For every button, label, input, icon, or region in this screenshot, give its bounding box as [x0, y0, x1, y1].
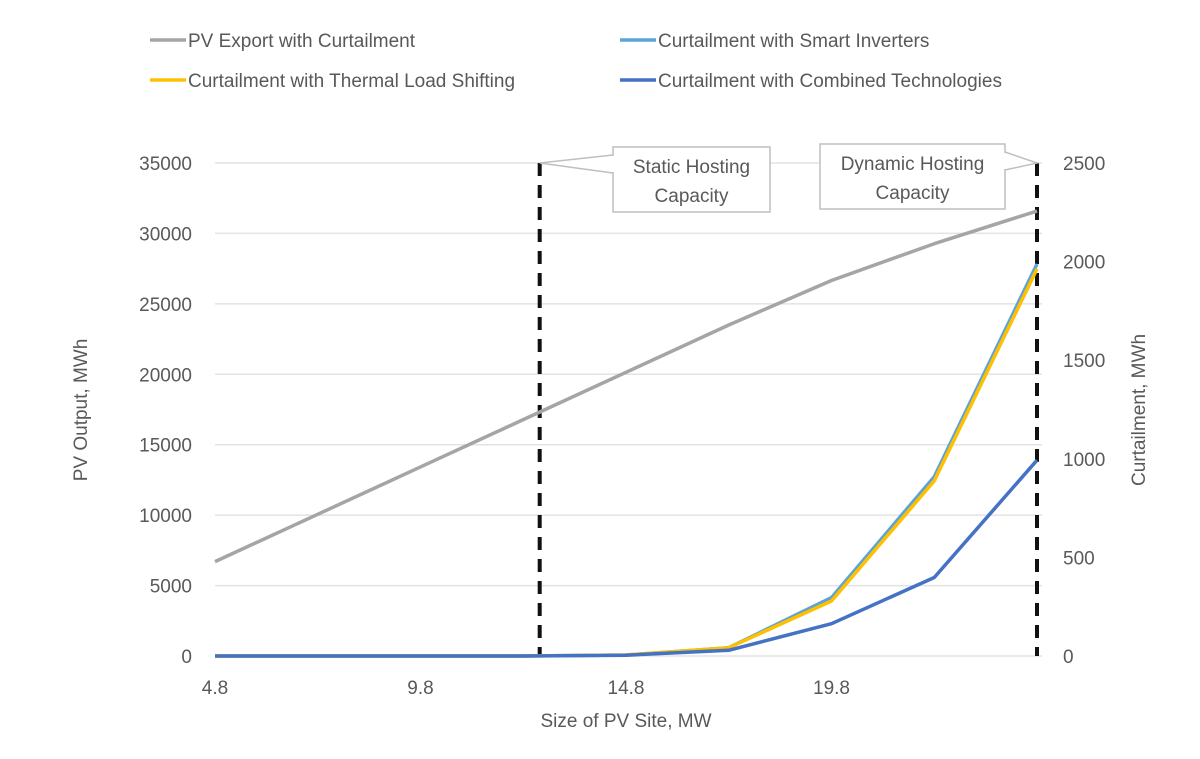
legend-label: PV Export with Curtailment [188, 31, 416, 52]
callout-label: Static Hosting [633, 157, 750, 178]
x-tick-label: 4.8 [202, 678, 228, 699]
y-tick-label: 25000 [139, 295, 192, 316]
y2-tick-label: 1500 [1063, 351, 1105, 372]
legend-label: Curtailment with Combined Technologies [658, 71, 1002, 92]
annotations: Static Hosting Capacity Dynamic Hosting Cap… [537, 143, 1040, 656]
y2-tick-label: 0 [1063, 647, 1074, 668]
y-tick-label: 5000 [150, 577, 192, 598]
callout-label: Capacity [876, 183, 950, 204]
y-tick-label: 35000 [139, 154, 192, 175]
callout-pointer [539, 154, 614, 174]
y-tick-label: 10000 [139, 506, 192, 527]
x-axis-ticks: 4.8 9.8 14.8 19.8 [202, 678, 850, 699]
series-line-1 [214, 209, 1038, 564]
x-tick-label: 9.8 [407, 678, 433, 699]
callout-box [612, 146, 771, 213]
legend: PV Export with Curtailment Curtailment wi… [150, 31, 1002, 92]
x-tick-label: 19.8 [813, 678, 850, 699]
y2-tick-label: 500 [1063, 548, 1095, 569]
callout-label: Dynamic Hosting [841, 154, 985, 175]
y-tick-label: 30000 [139, 224, 192, 245]
gridlines [215, 162, 1042, 657]
legend-label: Curtailment with Smart Inverters [658, 31, 929, 52]
y2-tick-label: 1000 [1063, 450, 1105, 471]
x-tick-label: 14.8 [608, 678, 645, 699]
series-line-2 [215, 263, 1039, 658]
left-axis-title: PV Output, MWh [71, 339, 92, 482]
series-lines [214, 209, 1039, 658]
right-axis-ticks: 0 500 1000 1500 2000 2500 [1063, 154, 1105, 668]
y2-tick-label: 2500 [1063, 154, 1105, 175]
legend-label: Curtailment with Thermal Load Shifting [188, 71, 515, 92]
series-line-3 [215, 268, 1039, 658]
left-axis-ticks: 0 5000 10000 15000 20000 25000 30000 35000 [139, 154, 192, 668]
y2-tick-label: 2000 [1063, 253, 1105, 274]
y-tick-label: 0 [181, 647, 192, 668]
callout-box [819, 143, 1006, 210]
x-axis-title: Size of PV Site, MW [540, 711, 711, 732]
y-tick-label: 15000 [139, 436, 192, 457]
right-axis-title: Curtailment, MWh [1129, 334, 1150, 486]
callout-label: Capacity [655, 186, 729, 207]
y-tick-label: 20000 [139, 365, 192, 386]
series-line-4 [215, 459, 1039, 658]
callout-pointer [1004, 150, 1040, 171]
